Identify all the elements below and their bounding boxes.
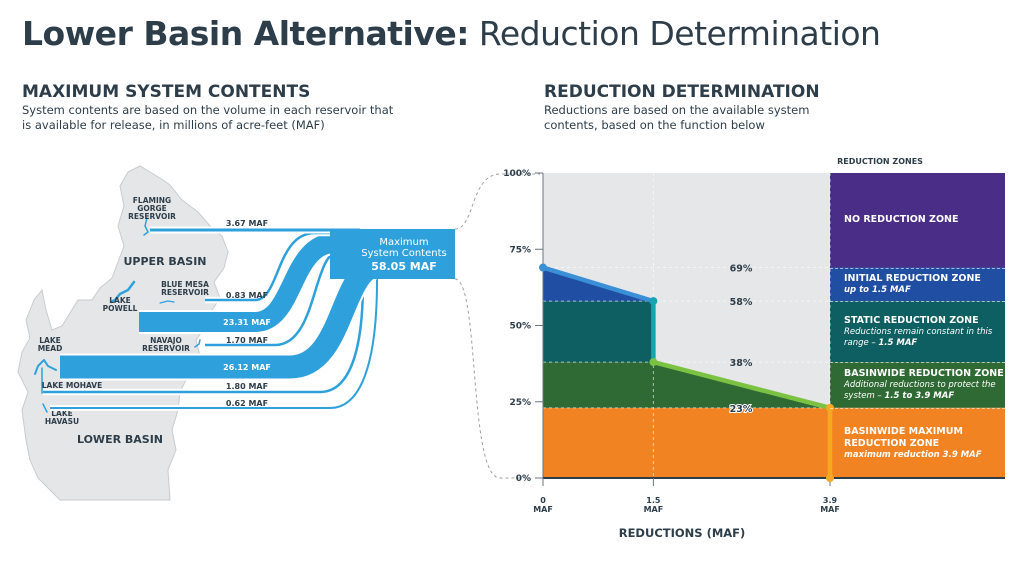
label-blue-mesa: BLUE MESA RESERVOIR bbox=[161, 280, 209, 297]
flow-values: 3.67 MAF 0.83 MAF 23.31 MAF 1.70 MAF 26.… bbox=[223, 219, 271, 408]
zone-band bbox=[830, 267, 1005, 302]
zones-heading: REDUCTION ZONES bbox=[837, 157, 923, 166]
total-box bbox=[330, 229, 455, 279]
x-tick-unit: MAF bbox=[644, 505, 664, 514]
reduction-chart: 0%25%50%75%100%0MAF1.5MAF3.9MAF69%58%38%… bbox=[503, 169, 1005, 514]
total-label-2: System Contents bbox=[361, 248, 446, 259]
total-label-1: Maximum bbox=[379, 237, 428, 248]
x-tick-label: 3.9 bbox=[823, 496, 838, 505]
function-line-segment bbox=[540, 265, 656, 304]
x-tick-label: 0 bbox=[540, 496, 546, 505]
threshold-label: 38% bbox=[730, 358, 753, 369]
zone-description: maximum reduction 3.9 MAF bbox=[844, 449, 982, 460]
y-tick-label: 100% bbox=[503, 169, 531, 179]
left-heading: MAXIMUM SYSTEM CONTENTS bbox=[22, 82, 311, 102]
region-static bbox=[543, 301, 654, 363]
connector-top bbox=[454, 173, 540, 230]
right-heading: REDUCTION DETERMINATION bbox=[544, 82, 820, 102]
zone-name: INITIAL REDUCTION ZONE bbox=[844, 273, 981, 285]
zone-5: BASINWIDE MAXIMUM REDUCTION ZONE maximum … bbox=[830, 407, 1005, 478]
region-basinwide bbox=[543, 362, 830, 408]
function-point bbox=[649, 297, 658, 306]
zone-band bbox=[830, 362, 1005, 408]
value-lake-mead: 26.12 MAF bbox=[223, 363, 271, 372]
zone-band bbox=[830, 301, 1005, 363]
x-tick-label: 1.5 bbox=[646, 496, 661, 505]
value-blue-mesa: 0.83 MAF bbox=[226, 291, 268, 300]
right-description: Reductions are based on the available sy… bbox=[544, 103, 810, 132]
zone-description: Reductions remain constant in this range… bbox=[844, 327, 993, 349]
function-line-segment bbox=[651, 359, 833, 411]
zone-4: BASINWIDE REDUCTION ZONE Additional reduc… bbox=[830, 362, 1005, 408]
total-value: 58.05 MAF bbox=[371, 260, 437, 273]
y-tick-label: 25% bbox=[509, 398, 531, 408]
title-regular: Reduction Determination bbox=[478, 14, 881, 53]
y-tick-label: 0% bbox=[516, 474, 531, 484]
zone-name: BASINWIDE MAXIMUM REDUCTION ZONE bbox=[844, 425, 963, 449]
flow-blue-mesa bbox=[205, 231, 360, 302]
basin-map bbox=[17, 165, 229, 501]
function-point bbox=[649, 358, 658, 367]
reservoir-glyphs bbox=[34, 217, 201, 413]
flow-lake-powell bbox=[139, 233, 360, 332]
region-lower-basin: LOWER BASIN bbox=[77, 433, 163, 446]
left-description: System contents are based on the volume … bbox=[22, 103, 394, 132]
y-tick-label: 75% bbox=[509, 245, 531, 255]
zone-2: INITIAL REDUCTION ZONE up to 1.5 MAF bbox=[830, 267, 1005, 302]
threshold-label: 69% bbox=[730, 264, 753, 275]
label-lake-mead: LAKE MEAD bbox=[38, 336, 63, 353]
label-lake-havasu: LAKE HAVASU bbox=[45, 409, 79, 426]
zone-3: STATIC REDUCTION ZONE Reductions remain c… bbox=[830, 301, 1005, 362]
x-tick-unit: MAF bbox=[533, 505, 553, 514]
zone-name: BASINWIDE REDUCTION ZONE bbox=[844, 368, 1004, 380]
value-flaming-gorge: 3.67 MAF bbox=[226, 219, 268, 228]
page-title: Lower Basin Alternative: Reduction Deter… bbox=[22, 14, 881, 53]
connector-bottom bbox=[454, 278, 530, 479]
value-navajo: 1.70 MAF bbox=[226, 336, 268, 345]
value-lake-mohave: 1.80 MAF bbox=[226, 382, 268, 391]
function-point bbox=[539, 263, 547, 272]
threshold-label: 23% bbox=[730, 404, 753, 415]
label-flaming-gorge: FLAMING GORGE RESERVOIR bbox=[128, 196, 176, 221]
zone-band bbox=[830, 407, 1005, 478]
zone-band bbox=[830, 173, 1005, 268]
title-bold: Lower Basin Alternative: bbox=[22, 14, 469, 53]
value-lake-havasu: 0.62 MAF bbox=[226, 399, 268, 408]
label-lake-powell: LAKE POWELL bbox=[103, 296, 138, 313]
zone-name: NO REDUCTION ZONE bbox=[844, 214, 959, 226]
region-upper-basin: UPPER BASIN bbox=[124, 255, 207, 268]
zone-description: Additional reductions to protect the sys… bbox=[844, 380, 996, 402]
y-tick-label: 50% bbox=[509, 322, 531, 332]
threshold-label: 58% bbox=[730, 297, 753, 308]
flow-lake-havasu bbox=[50, 275, 379, 409]
label-navajo: NAVAJO RESERVOIR bbox=[142, 336, 190, 353]
x-axis-label: REDUCTIONS (MAF) bbox=[619, 526, 746, 540]
label-lake-mohave: LAKE MOHAVE bbox=[42, 381, 102, 390]
zone-description: up to 1.5 MAF bbox=[844, 285, 911, 296]
region-max-reduction bbox=[543, 407, 830, 478]
zone-1: NO REDUCTION ZONE bbox=[830, 173, 1005, 268]
value-lake-powell: 23.31 MAF bbox=[223, 318, 271, 327]
function-point bbox=[826, 474, 834, 482]
zone-name: STATIC REDUCTION ZONE bbox=[844, 315, 979, 327]
x-tick-unit: MAF bbox=[820, 505, 840, 514]
